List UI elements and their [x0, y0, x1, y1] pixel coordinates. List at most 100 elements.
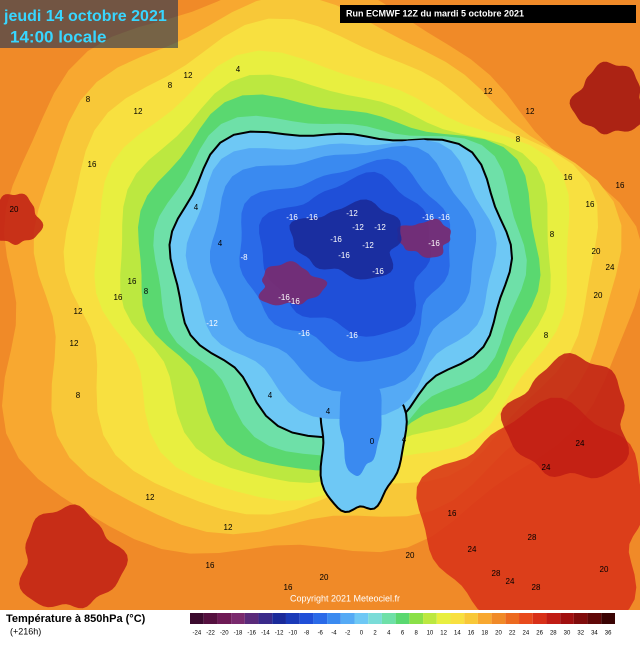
contour-label: 20	[592, 247, 601, 256]
contour-label: 12	[70, 339, 79, 348]
scale-swatch	[327, 613, 341, 624]
contour-label: -16	[422, 213, 434, 222]
warm-core	[0, 193, 44, 245]
contour-label: 8	[144, 287, 149, 296]
cold-core	[258, 261, 328, 306]
contour-label: 28	[532, 583, 541, 592]
scale-swatch	[217, 613, 232, 624]
contour-label: 20	[406, 551, 415, 560]
color-scale: -24 -22 -20 -18 -16 -14 -12 -10 -8 -6 -4 -2 0 2 4 6 8 10 1…	[190, 613, 615, 637]
contour-label: 16	[114, 293, 123, 302]
contour-label: 4	[236, 65, 241, 74]
cold-core	[289, 199, 402, 280]
scale-label: 36	[605, 631, 612, 637]
scale-label: 20	[495, 631, 502, 637]
contour-label: 8	[550, 230, 555, 239]
contour-label: 24	[576, 439, 585, 448]
contour-label: -16	[306, 213, 318, 222]
contour-label: 20	[10, 205, 19, 214]
contour-label: 12	[134, 107, 143, 116]
scale-swatch	[244, 613, 259, 624]
scale-swatch	[464, 613, 478, 624]
scale-swatch	[368, 613, 382, 624]
contour-label: -8	[240, 253, 248, 262]
scale-swatch	[573, 613, 588, 624]
scale-label: 22	[509, 631, 516, 637]
scale-label: -16	[247, 631, 256, 637]
scale-swatch	[272, 613, 286, 624]
scale-swatch	[340, 613, 355, 624]
contour-label: 8	[168, 81, 173, 90]
contour-label: -16	[438, 213, 450, 222]
scale-label: -12	[275, 631, 284, 637]
scale-label: -14	[261, 631, 270, 637]
scale-label: -2	[345, 631, 351, 637]
contour-label: -12	[374, 223, 386, 232]
scale-label: 16	[468, 631, 475, 637]
contour-label: 16	[88, 160, 97, 169]
contour-label: -16	[346, 331, 358, 340]
contour-label: 4	[268, 391, 273, 400]
scale-swatch	[560, 613, 574, 624]
scale-label: -18	[234, 631, 243, 637]
scale-label: -10	[288, 631, 297, 637]
scale-label: 12	[440, 631, 447, 637]
scale-swatch	[532, 613, 547, 624]
contour-label: -12	[362, 241, 374, 250]
legend-lead: (+216h)	[10, 626, 41, 636]
contour-label: -16	[372, 267, 384, 276]
scale-label: -4	[331, 631, 337, 637]
scale-swatch	[409, 613, 424, 624]
scale-swatch	[258, 613, 273, 624]
scale-swatch	[395, 613, 410, 624]
contour-label: 8	[86, 95, 91, 104]
scale-label: 18	[481, 631, 488, 637]
scale-label: 6	[401, 631, 405, 637]
scale-label: 26	[536, 631, 543, 637]
contour-label: 28	[528, 533, 537, 542]
scale-label: -24	[193, 631, 202, 637]
scale-swatch	[354, 613, 369, 624]
scale-label: 32	[577, 631, 584, 637]
scale-swatch	[505, 613, 520, 624]
temperature-tongue	[339, 365, 382, 476]
scale-label: 24	[523, 631, 530, 637]
scale-swatch	[601, 613, 615, 624]
date-title: jeudi 14 octobre 2021	[3, 8, 167, 25]
contour-label: -16	[278, 293, 290, 302]
contour-label: 4	[402, 435, 407, 444]
cold-core	[397, 218, 451, 258]
contour-label: 12	[526, 107, 535, 116]
contour-label: 24	[606, 263, 615, 272]
contour-label: 28	[492, 569, 501, 578]
scale-swatch	[299, 613, 314, 624]
contour-label: -12	[352, 223, 364, 232]
warm-core	[500, 353, 629, 479]
contour-label: 20	[320, 573, 329, 582]
scale-label: -20	[220, 631, 229, 637]
contour-label: 12	[146, 493, 155, 502]
contour-labels: 12 4 8 12 8 12 12 8 16 16 20 16 16 8 20 24 20 16 12 8 16 12 8 4…	[10, 65, 625, 592]
scale-swatch	[519, 613, 533, 624]
scale-label: 2	[373, 631, 377, 637]
scale-swatch	[477, 613, 492, 624]
scale-swatch	[491, 613, 506, 624]
scale-label: 10	[427, 631, 434, 637]
contour-label: 20	[600, 565, 609, 574]
contour-label: -16	[288, 297, 300, 306]
contour-label: -12	[346, 209, 358, 218]
scale-label: -22	[206, 631, 215, 637]
scale-label: 8	[415, 631, 419, 637]
run-info: Run ECMWF 12Z du mardi 5 octobre 2021	[346, 8, 524, 18]
contour-label: 16	[206, 561, 215, 570]
contour-label: 4	[218, 239, 223, 248]
contour-label: 24	[542, 463, 551, 472]
contour-label: 12	[484, 87, 493, 96]
copyright: Copyright 2021 Meteociel.fr	[290, 593, 400, 603]
scale-label: -6	[318, 631, 324, 637]
scale-label: -8	[304, 631, 310, 637]
contour-label: 4	[326, 407, 331, 416]
contour-label: 24	[468, 545, 477, 554]
contour-label: 16	[284, 583, 293, 592]
time-title: 14:00 locale	[10, 27, 106, 46]
